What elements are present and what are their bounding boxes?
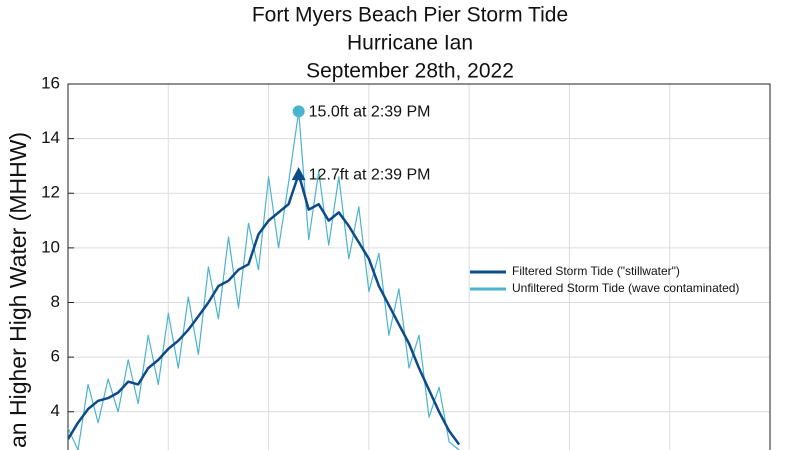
- chart-title: September 28th, 2022: [306, 60, 514, 83]
- annotation-marker: [291, 167, 306, 181]
- legend-label: Filtered Storm Tide ("stillwater"): [512, 264, 680, 278]
- legend-label: Unfiltered Storm Tide (wave contaminated…: [512, 281, 739, 295]
- data-line: [68, 110, 460, 450]
- annotation-text: 15.0ft at 2:39 PM: [309, 104, 431, 121]
- y-tick-label: 4: [51, 401, 60, 420]
- y-tick-label: 8: [51, 292, 60, 311]
- y-tick-label: 12: [41, 183, 60, 202]
- chart-title: Fort Myers Beach Pier Storm Tide: [252, 4, 568, 27]
- chart-title: Hurricane Ian: [347, 32, 473, 55]
- plot-area: [68, 110, 461, 450]
- annotation-marker: [292, 105, 305, 118]
- y-tick-label: 16: [41, 73, 60, 92]
- plot-frame: [67, 83, 771, 450]
- y-tick-label: 14: [41, 128, 60, 147]
- y-tick-label: 10: [41, 237, 60, 256]
- y-axis-label: an Higher High Water (MHHW): [5, 132, 31, 448]
- y-tick-label: 6: [51, 347, 60, 366]
- data-line: [68, 172, 461, 446]
- annotation-text: 12.7ft at 2:39 PM: [309, 166, 431, 183]
